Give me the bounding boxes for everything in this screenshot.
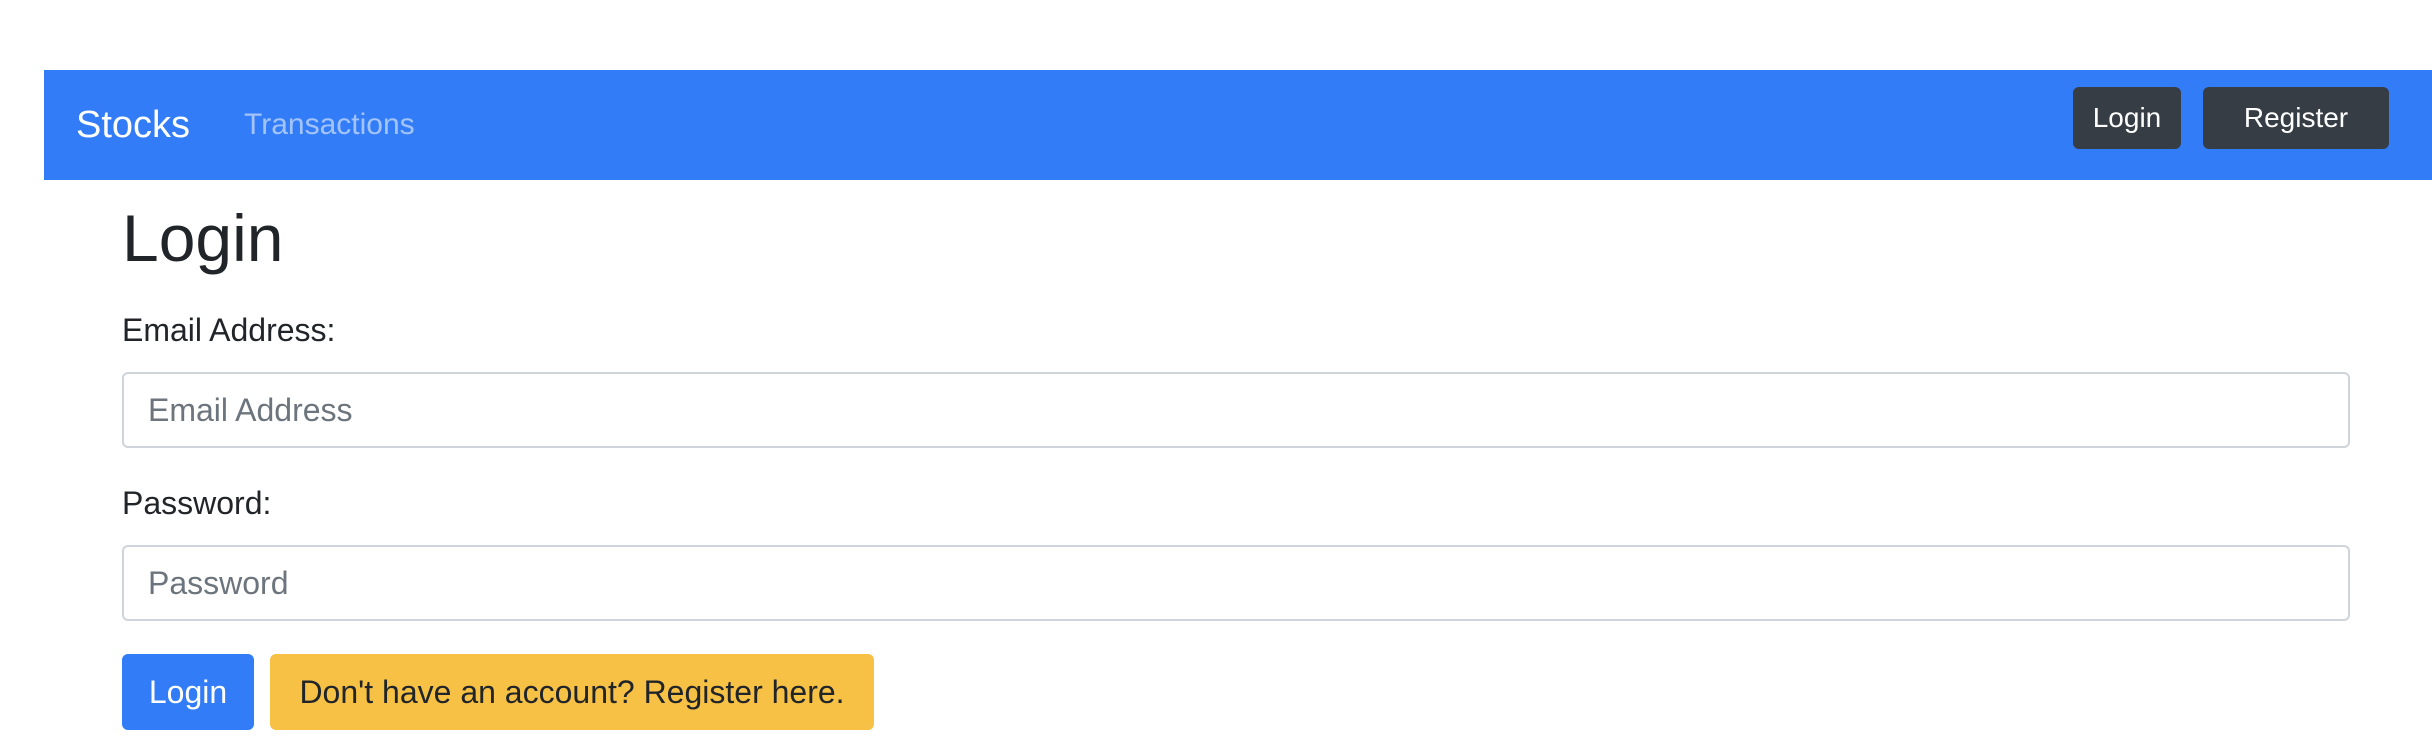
navbar-register-button[interactable]: Register — [2203, 87, 2389, 149]
password-field[interactable] — [122, 545, 2350, 621]
email-field[interactable] — [122, 372, 2350, 448]
page-title: Login — [122, 201, 284, 275]
top-navbar: Stocks Transactions Login Register — [44, 70, 2432, 180]
nav-link-transactions[interactable]: Transactions — [244, 108, 415, 141]
navbar-login-button[interactable]: Login — [2073, 87, 2181, 149]
brand-link[interactable]: Stocks — [76, 104, 191, 146]
email-label: Email Address: — [122, 312, 336, 348]
password-label: Password: — [122, 485, 272, 521]
login-submit-button[interactable]: Login — [122, 654, 254, 730]
register-link-button[interactable]: Don't have an account? Register here. — [270, 654, 874, 730]
